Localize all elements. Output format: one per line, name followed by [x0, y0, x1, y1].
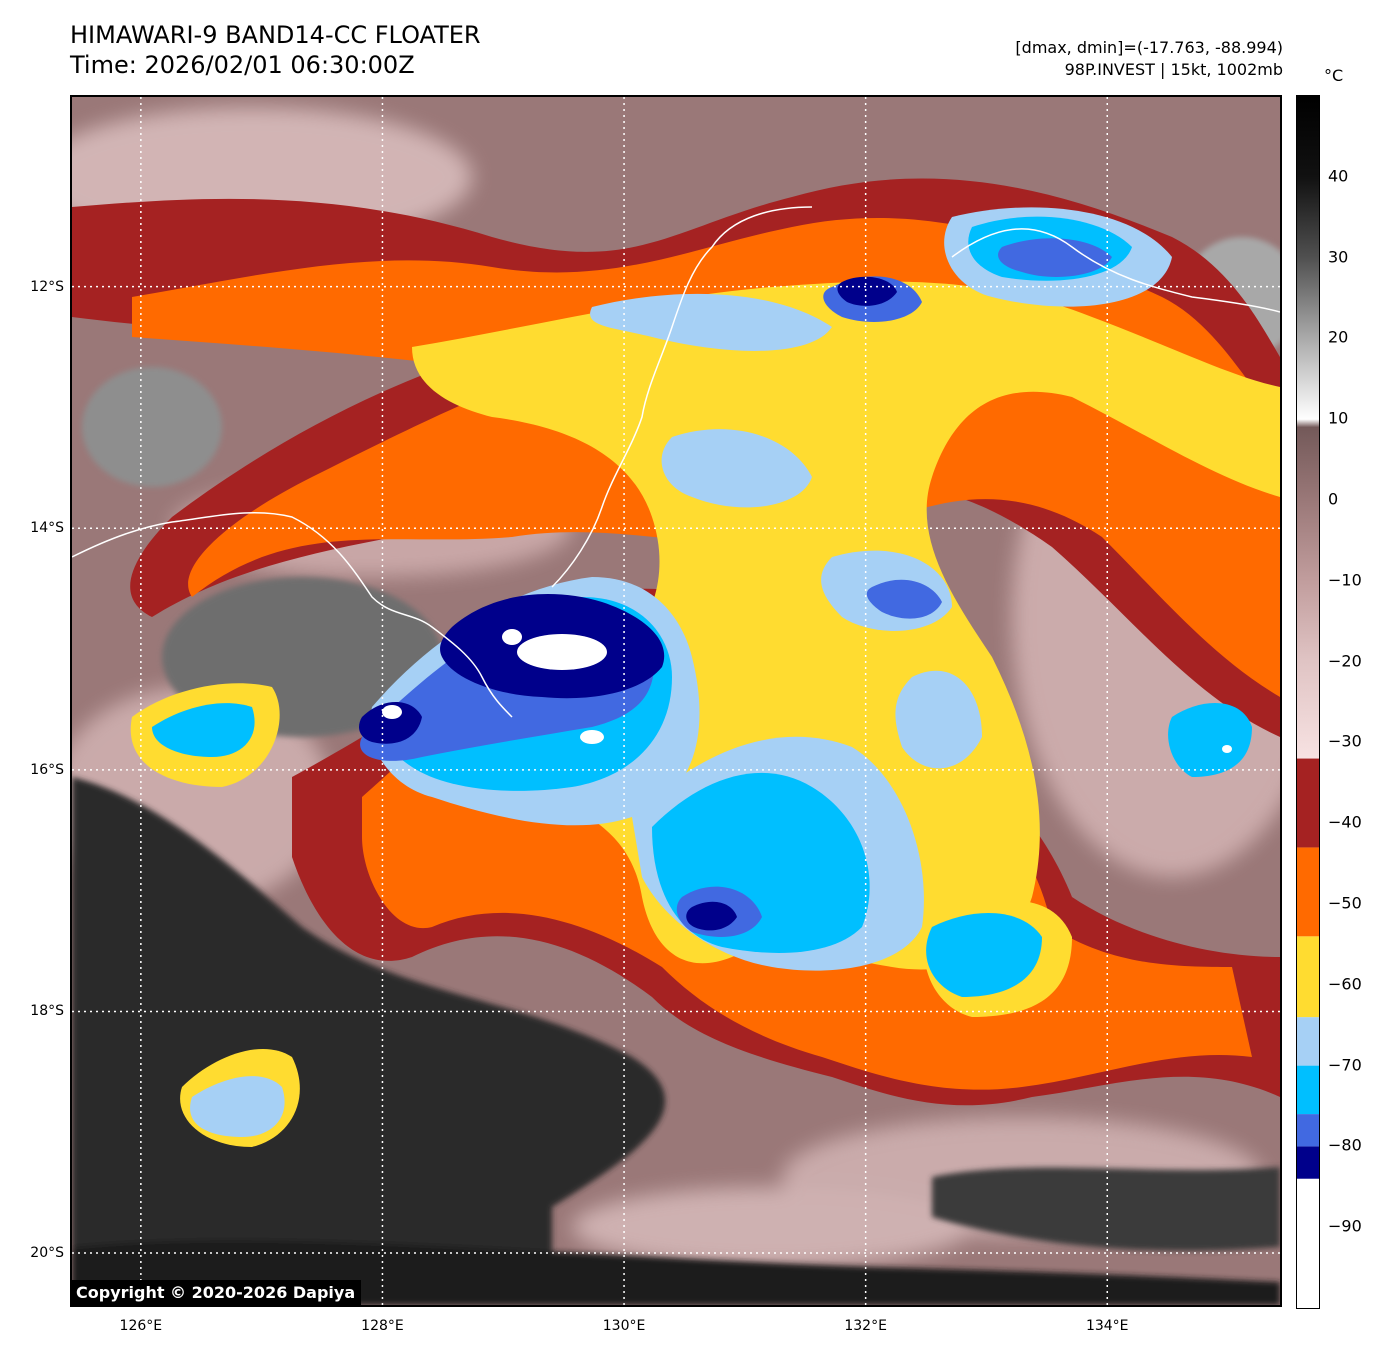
- colorbar-tick-label: 20: [1328, 327, 1349, 347]
- colorbar-band: [1297, 1065, 1319, 1115]
- copyright-notice: Copyright © 2020-2026 Dapiya: [70, 1280, 362, 1306]
- longitude-label: 128°E: [361, 1318, 404, 1334]
- latitude-label: 18°S: [30, 1003, 64, 1020]
- coastline-east: [951, 228, 1280, 313]
- map-time: Time: 2026/02/01 06:30:00Z: [70, 51, 415, 79]
- meta-block: [dmax, dmin]=(-17.763, -88.994) 98P.INVE…: [1015, 37, 1283, 81]
- storm-info: 98P.INVEST | 15kt, 1002mb: [1064, 60, 1283, 79]
- latitude-label: 12°S: [30, 278, 64, 295]
- coastline: [72, 206, 1280, 718]
- coastline-north: [551, 206, 813, 588]
- colorbar-band: [1297, 758, 1319, 848]
- colorbar-band: [1297, 1114, 1319, 1147]
- colorbar-tick-label: −40: [1328, 812, 1362, 832]
- colorbar-tick-label: 30: [1328, 247, 1349, 267]
- dark-land-layer: [72, 777, 1280, 1305]
- colorbar-tick-label: −80: [1328, 1135, 1362, 1155]
- colorbar-tick-label: 10: [1328, 408, 1349, 428]
- colorbar-tick-label: 40: [1328, 166, 1349, 186]
- colorbar-tick-label: −50: [1328, 893, 1362, 913]
- title-block: HIMAWARI-9 BAND14-CC FLOATER Time: 2026/…: [70, 20, 481, 80]
- colorbar-tick-label: 0: [1328, 489, 1339, 509]
- colorbar-gradient: [1297, 96, 1319, 759]
- colorbar-tick-label: −30: [1328, 731, 1362, 751]
- latitude-label: 20°S: [30, 1245, 64, 1262]
- colorbar-band: [1297, 936, 1319, 1018]
- value-range: [dmax, dmin]=(-17.763, -88.994): [1015, 38, 1283, 57]
- latitude-label: 16°S: [30, 761, 64, 778]
- colorbar-band: [1297, 1017, 1319, 1066]
- longitude-label: 126°E: [119, 1318, 163, 1334]
- white-core-layer: [382, 629, 1232, 753]
- satellite-imagery: [72, 97, 1280, 1305]
- colorbar-tick-label: −70: [1328, 1055, 1362, 1075]
- longitude-label: 134°E: [1085, 1318, 1129, 1334]
- map-title: HIMAWARI-9 BAND14-CC FLOATER: [70, 21, 481, 49]
- colorbar-swatches: [1297, 96, 1319, 1308]
- colorbar-band: [1297, 1146, 1319, 1179]
- colorbar-unit: °C: [1324, 66, 1344, 85]
- coastline-west: [72, 511, 513, 718]
- colorbar-tick-label: −10: [1328, 570, 1362, 590]
- colorbar-tick-label: −60: [1328, 974, 1362, 994]
- longitude-label: 130°E: [602, 1318, 646, 1334]
- latitude-label: 14°S: [30, 520, 64, 537]
- colorbar-tick-label: −90: [1328, 1216, 1362, 1236]
- colorbar: [1296, 95, 1320, 1309]
- colorbar-band: [1297, 1178, 1319, 1308]
- longitude-label: 132°E: [844, 1318, 887, 1334]
- colorbar-band: [1297, 847, 1319, 937]
- satellite-map: [70, 95, 1282, 1307]
- colorbar-tick-label: −20: [1328, 651, 1362, 671]
